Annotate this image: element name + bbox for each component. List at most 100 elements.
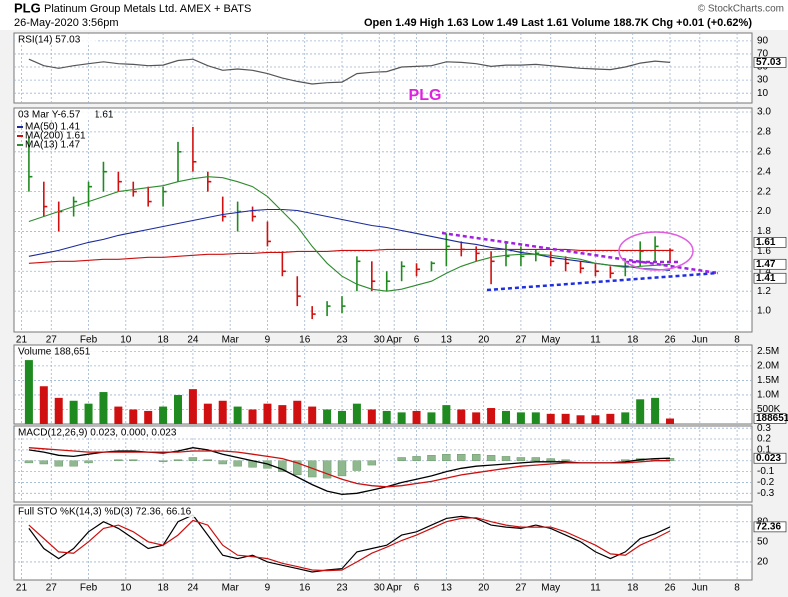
histogram-bar — [24, 460, 34, 464]
histogram-bar — [233, 460, 242, 467]
y-tick-label: 1.8 — [757, 226, 771, 237]
value-badge — [753, 57, 787, 68]
x-tick-label: 8 — [734, 335, 740, 346]
copyright: © StockCharts.com — [698, 4, 784, 15]
y-tick-label: 2.0 — [757, 206, 771, 217]
x-tick-label: Mar — [222, 583, 240, 594]
volume-bar — [278, 405, 287, 424]
value-badge — [753, 521, 787, 533]
y-tick-label: 1.6 — [757, 246, 771, 257]
series-line — [28, 514, 671, 573]
histogram-bar — [352, 460, 362, 471]
y-tick-label: 1.0 — [757, 306, 771, 317]
volume-bar — [129, 409, 138, 424]
histogram-bar — [54, 460, 63, 467]
series-line — [28, 176, 671, 292]
volume-bar — [308, 406, 317, 424]
panel: 500K 1.0M 1.5M 2.0M 2.5M Volume 188,651 188651 — [13, 344, 788, 425]
value-badge — [753, 237, 787, 248]
x-tick-label: 20 — [478, 335, 490, 346]
histogram-bar — [471, 454, 481, 461]
series-line — [28, 447, 670, 488]
value-badge — [753, 413, 787, 424]
x-tick-label: 6 — [414, 583, 420, 594]
panel-label-bg — [15, 427, 208, 438]
panel-label-bg — [15, 109, 96, 120]
price-last: 1.61 — [94, 110, 114, 121]
panel: 21 27 Feb 10 18 24 Mar 9 16 23 30 Apr 6 13 20 27 May 11 18… — [13, 504, 787, 594]
volume-bar — [233, 406, 242, 424]
histogram-bar — [337, 460, 347, 477]
volume-bar — [442, 405, 451, 424]
volume-bar — [174, 394, 182, 424]
y-tick-label: 0.3 — [757, 423, 771, 434]
volume-bar — [367, 409, 376, 424]
x-tick-label: 26 — [664, 335, 676, 346]
x-tick-label: 26 — [664, 583, 676, 594]
histogram-bar — [293, 460, 302, 476]
volume-bar — [516, 412, 525, 424]
histogram-bar — [546, 458, 555, 461]
x-tick-label: May — [541, 335, 560, 346]
series-line — [28, 517, 671, 572]
histogram-bar — [129, 459, 138, 461]
histogram-bar — [501, 456, 511, 461]
panel-label-bg — [15, 346, 102, 357]
volume-bar — [591, 415, 600, 424]
y-tick-label: -0.3 — [757, 488, 775, 499]
x-tick-label: 23 — [336, 583, 348, 594]
volume-bar — [159, 406, 168, 424]
histogram-bar — [203, 459, 213, 461]
histogram-bar — [39, 460, 49, 465]
x-tick-label: 18 — [627, 583, 639, 594]
histogram-bar — [114, 459, 123, 461]
y-tick-label: 20 — [757, 557, 769, 568]
value-badge-label: 1.47 — [756, 259, 776, 270]
y-tick-label: 70 — [757, 49, 769, 60]
panel-label-bg — [15, 34, 96, 45]
histogram-bar — [531, 457, 541, 461]
x-tick-label: 10 — [120, 583, 132, 594]
timestamp: 26-May-2020 3:56pm — [14, 17, 119, 29]
y-tick-label: 30 — [757, 75, 769, 86]
x-tick-label: Feb — [80, 583, 98, 594]
resistance-trendline — [441, 231, 719, 275]
value-badge — [753, 258, 787, 270]
volume-bar — [248, 409, 257, 424]
legend-entry: MA(50) 1.41 — [25, 122, 80, 133]
volume-bar — [144, 410, 153, 424]
histogram-bar — [218, 460, 227, 465]
volume-bar — [99, 392, 108, 424]
panel-frame — [13, 107, 753, 333]
volume-bar — [323, 409, 332, 424]
x-tick-label: 11 — [590, 583, 601, 594]
volume-bar — [218, 400, 227, 424]
x-tick-label: 8 — [734, 583, 740, 594]
x-tick-label: 13 — [441, 335, 453, 346]
volume-bar — [576, 415, 585, 424]
y-tick-label: -0.1 — [757, 466, 775, 477]
volume-bar — [531, 412, 540, 424]
x-tick-label: 30 — [374, 583, 386, 594]
volume-bar — [114, 406, 123, 424]
x-tick-label: Jun — [692, 583, 708, 594]
volume-bar — [203, 403, 212, 424]
histogram-bar — [367, 460, 377, 466]
volume-bar — [606, 413, 615, 424]
histogram-bar — [621, 459, 630, 461]
histogram-bar — [188, 457, 198, 461]
value-badge-label: 0.023 — [756, 453, 781, 464]
y-tick-label: 2.6 — [757, 146, 771, 157]
volume-bar — [293, 400, 302, 424]
x-tick-label: May — [541, 583, 560, 594]
x-tick-label: 27 — [46, 335, 58, 346]
support-trendline — [486, 271, 719, 292]
volume-bar — [24, 360, 33, 424]
x-tick-label: 24 — [187, 335, 199, 346]
volume-bar — [397, 412, 406, 424]
volume-bar — [382, 410, 391, 424]
value-badge-label: 1.61 — [756, 237, 776, 248]
x-tick-label: 23 — [336, 335, 348, 346]
x-tick-label: 13 — [441, 583, 453, 594]
